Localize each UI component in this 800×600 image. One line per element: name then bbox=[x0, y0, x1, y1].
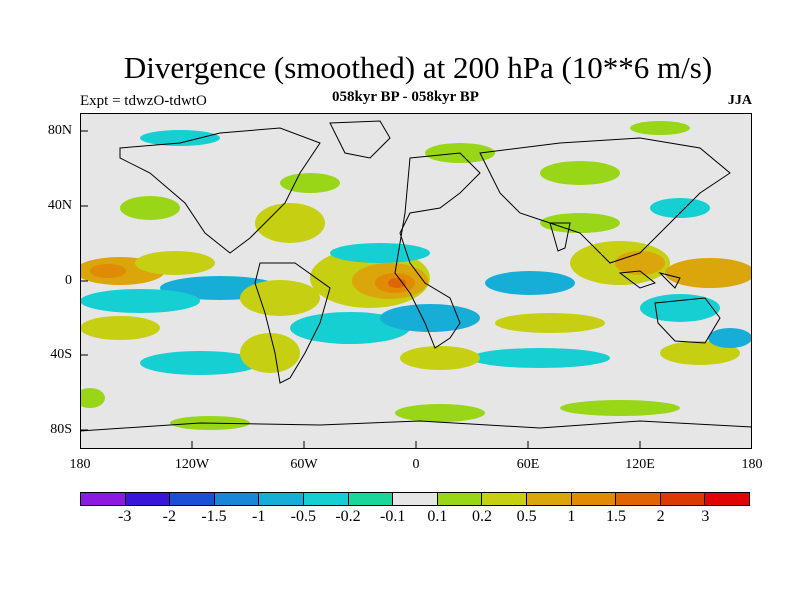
colorbar-box bbox=[214, 493, 260, 505]
lon-label-60w: 60W bbox=[290, 457, 318, 472]
experiment-label: Expt = tdwzO-tdwtO bbox=[80, 93, 207, 109]
colorbar-tick-label: 0.2 bbox=[472, 508, 492, 525]
colorbar-tick-label: 0.1 bbox=[427, 508, 448, 525]
colorbar-tick-label: 0.5 bbox=[516, 508, 537, 525]
lat-label-80n: 80N bbox=[47, 123, 72, 138]
colorbar-box bbox=[616, 493, 661, 505]
lon-label-180w: 180 bbox=[69, 457, 91, 472]
period-label: 058kyr BP - 058kyr BP bbox=[332, 89, 479, 105]
colorbar-tick-label: 3 bbox=[701, 508, 710, 525]
divergence-fields bbox=[80, 121, 752, 430]
colorbar-tick-label: 1.5 bbox=[606, 508, 626, 525]
colorbar-box bbox=[660, 493, 706, 505]
colorbar-box bbox=[170, 493, 215, 505]
lat-label-80s: 80S bbox=[50, 422, 72, 437]
colorbar-box bbox=[526, 493, 572, 505]
colorbar-box bbox=[393, 493, 438, 505]
colorbar-tick-label: 1 bbox=[567, 508, 576, 525]
lon-label-120e: 120E bbox=[625, 457, 655, 472]
colorbar-box bbox=[81, 493, 126, 505]
colorbar-box bbox=[705, 493, 749, 505]
colorbar-tick-label: -1 bbox=[251, 508, 266, 525]
coastlines bbox=[80, 120, 752, 432]
map-svg bbox=[80, 113, 752, 449]
colorbar-box bbox=[571, 493, 617, 505]
colorbar-tick-label: -0.2 bbox=[335, 508, 361, 525]
colorbar-box bbox=[482, 493, 527, 505]
lon-label-120w: 120W bbox=[174, 457, 210, 472]
lon-label-0: 0 bbox=[412, 457, 420, 472]
season-label: JJA bbox=[727, 93, 752, 108]
map-ticks bbox=[80, 130, 641, 449]
colorbar-box bbox=[348, 493, 394, 505]
lon-label-60e: 60E bbox=[516, 457, 540, 472]
colorbar-box bbox=[437, 493, 483, 505]
colorbar-tick-label: 2 bbox=[656, 508, 665, 525]
colorbar-tick-label: -0.1 bbox=[379, 508, 406, 525]
lat-label-40n: 40N bbox=[47, 198, 72, 213]
lat-label-0: 0 bbox=[65, 273, 72, 288]
colorbar-tick-label: -3 bbox=[117, 508, 132, 525]
colorbar-box bbox=[259, 493, 304, 505]
map-frame bbox=[80, 113, 752, 449]
divergence-map bbox=[80, 113, 752, 449]
colorbar-box bbox=[303, 493, 349, 505]
colorbar-tick-label: -1.5 bbox=[201, 508, 227, 525]
colorbar-box bbox=[125, 493, 171, 505]
lat-label-40s: 40S bbox=[50, 347, 72, 362]
lon-label-180e: 180 bbox=[741, 457, 763, 472]
plot-title: Divergence (smoothed) at 200 hPa (10**6 … bbox=[123, 50, 713, 85]
colorbar-tick-label: -0.5 bbox=[290, 508, 316, 525]
colorbar-tick-label: -2 bbox=[162, 508, 176, 525]
colorbar bbox=[80, 492, 750, 506]
